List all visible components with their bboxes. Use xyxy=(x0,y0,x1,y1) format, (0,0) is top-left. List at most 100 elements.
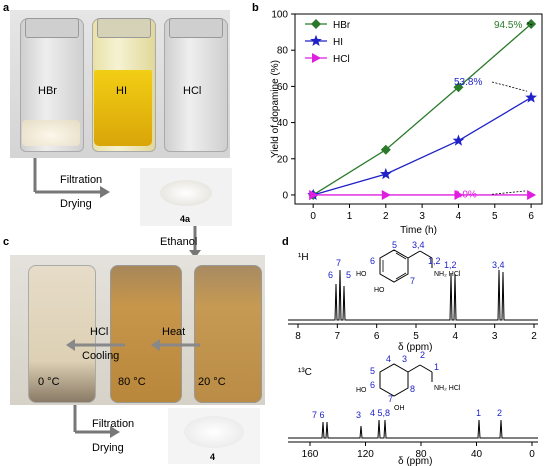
data-point-hbr xyxy=(453,82,464,93)
y-tick-label: 0 xyxy=(282,190,288,201)
step-filtration-a: Filtration xyxy=(60,174,103,186)
x-tick-label: 0 xyxy=(310,211,316,222)
c-struct-3: 3 xyxy=(402,354,407,364)
c-axis-label: δ (ppm) xyxy=(398,456,432,466)
vial-label-20c: 20 °C xyxy=(198,376,226,388)
h-struct-ho2: HO xyxy=(374,287,385,294)
y-tick-label: 80 xyxy=(277,46,289,57)
vial-label-hi: HI xyxy=(116,85,127,97)
data-point-hi xyxy=(452,134,465,146)
x-tick-label: 2 xyxy=(383,211,389,222)
nmr-tick-label: 2 xyxy=(531,331,537,342)
c-peak-458: 4 5,8 xyxy=(370,408,390,418)
annotation-0: 94.5% xyxy=(494,20,522,31)
arrow-label-heat: Heat xyxy=(162,326,186,338)
data-point-hi xyxy=(525,91,537,103)
x-tick-label: 6 xyxy=(528,211,534,222)
annotation-1: 53.8% xyxy=(454,77,482,88)
series-line-hi xyxy=(312,97,532,196)
data-point-hcl xyxy=(527,189,537,200)
c-nmr-trace xyxy=(288,419,538,439)
nmr-tick-label: 0 xyxy=(529,449,535,460)
data-point-hbr xyxy=(526,18,537,29)
data-point-hbr xyxy=(380,144,391,155)
c-peak-76: 7 6 xyxy=(312,410,325,420)
c-struct-1: 1 xyxy=(434,362,439,372)
data-point-hcl xyxy=(309,189,319,200)
y-tick-label: 100 xyxy=(271,10,288,21)
y-tick-label: 40 xyxy=(277,118,289,129)
panel-d-label: d xyxy=(282,236,289,248)
annotation-arrow xyxy=(491,81,528,92)
legend-label-hbr: HBr xyxy=(333,20,351,31)
plot-frame xyxy=(294,13,543,205)
c-struct-6: 6 xyxy=(370,380,375,390)
nmr-tick-label: 3 xyxy=(492,331,498,342)
h-struct-6: 6 xyxy=(370,256,375,266)
step-drying-a: Drying xyxy=(60,198,92,210)
nmr-tick-label: 5 xyxy=(413,331,419,342)
c-struct-7: 7 xyxy=(388,394,393,404)
arrow-label-hcl: HCl xyxy=(90,326,109,338)
c-struct-ho: HO xyxy=(356,387,367,394)
product-4-photo xyxy=(168,408,260,464)
nmr-tick-label: 6 xyxy=(374,331,380,342)
panel-a-label: a xyxy=(3,2,10,14)
x-tick-label: 3 xyxy=(419,211,425,222)
nmr-tick-label: 7 xyxy=(335,331,341,342)
h-struct-12: 1,2 xyxy=(428,256,441,266)
legend-label-hi: HI xyxy=(333,37,343,48)
h-peak-5: 5 xyxy=(346,270,351,280)
legend-marker-hbr xyxy=(311,19,321,29)
h-struct-ho1: HO xyxy=(356,271,367,278)
arrow-label-cooling: Cooling xyxy=(82,350,120,362)
c-struct-5: 5 xyxy=(370,366,375,376)
legend-marker-hi xyxy=(310,34,322,46)
h-peak-34: 3,4 xyxy=(492,260,505,270)
vial-label-0c: 0 °C xyxy=(38,376,60,388)
nmr-tick-label: 8 xyxy=(295,331,301,342)
legend-label-hcl: HCl xyxy=(333,54,350,65)
c-struct-oh: OH xyxy=(394,405,405,412)
c-struct-2: 2 xyxy=(420,350,425,360)
h-nmr-label: ¹H xyxy=(298,252,309,263)
legend-marker-hcl xyxy=(312,53,321,63)
c-struct-8: 8 xyxy=(410,384,415,394)
annotation-2: 0.0% xyxy=(454,189,477,200)
h-struct-nh: NH₂ HCl xyxy=(434,271,461,278)
x-tick-label: 1 xyxy=(347,211,353,222)
step-drying-c: Drying xyxy=(92,442,124,454)
h-peak-6: 6 xyxy=(328,270,333,280)
h-struct-34: 3,4 xyxy=(412,240,425,250)
h-struct-7: 7 xyxy=(410,276,415,286)
panel-b-label: b xyxy=(252,2,259,14)
h-peak-7: 7 xyxy=(336,258,341,268)
h-nmr-trace xyxy=(288,269,538,321)
product-4-label: 4 xyxy=(210,452,216,462)
y-axis-label: Yield of dopamine (%) xyxy=(270,60,281,158)
vial-label-hcl: HCl xyxy=(183,85,202,97)
h-peak-12: 1,2 xyxy=(444,260,457,270)
c-peak-2: 2 xyxy=(497,408,502,418)
nmr-tick-label: 4 xyxy=(453,331,459,342)
panel-c-photo xyxy=(10,255,265,405)
c-nmr-label: ¹³C xyxy=(298,367,312,378)
vial-label-hbr: HBr xyxy=(38,85,57,97)
data-point-hcl xyxy=(454,189,464,200)
series-line-hbr xyxy=(312,23,532,196)
annotation-arrow xyxy=(525,21,533,26)
x-tick-label: 4 xyxy=(456,211,462,222)
product-4a-label: 4a xyxy=(180,214,191,224)
nmr-tick-label: 80 xyxy=(415,449,427,460)
y-tick-label: 60 xyxy=(277,82,289,93)
h-structure xyxy=(379,249,433,283)
c-struct-nh: NH₂ HCl xyxy=(434,385,461,392)
annotation-arrow xyxy=(491,190,526,195)
c-peak-1: 1 xyxy=(476,408,481,418)
c-peak-3: 3 xyxy=(356,410,361,420)
nmr-tick-label: 40 xyxy=(471,449,483,460)
panel-c-label: c xyxy=(3,236,10,248)
h-axis-label: δ (ppm) xyxy=(398,342,432,353)
